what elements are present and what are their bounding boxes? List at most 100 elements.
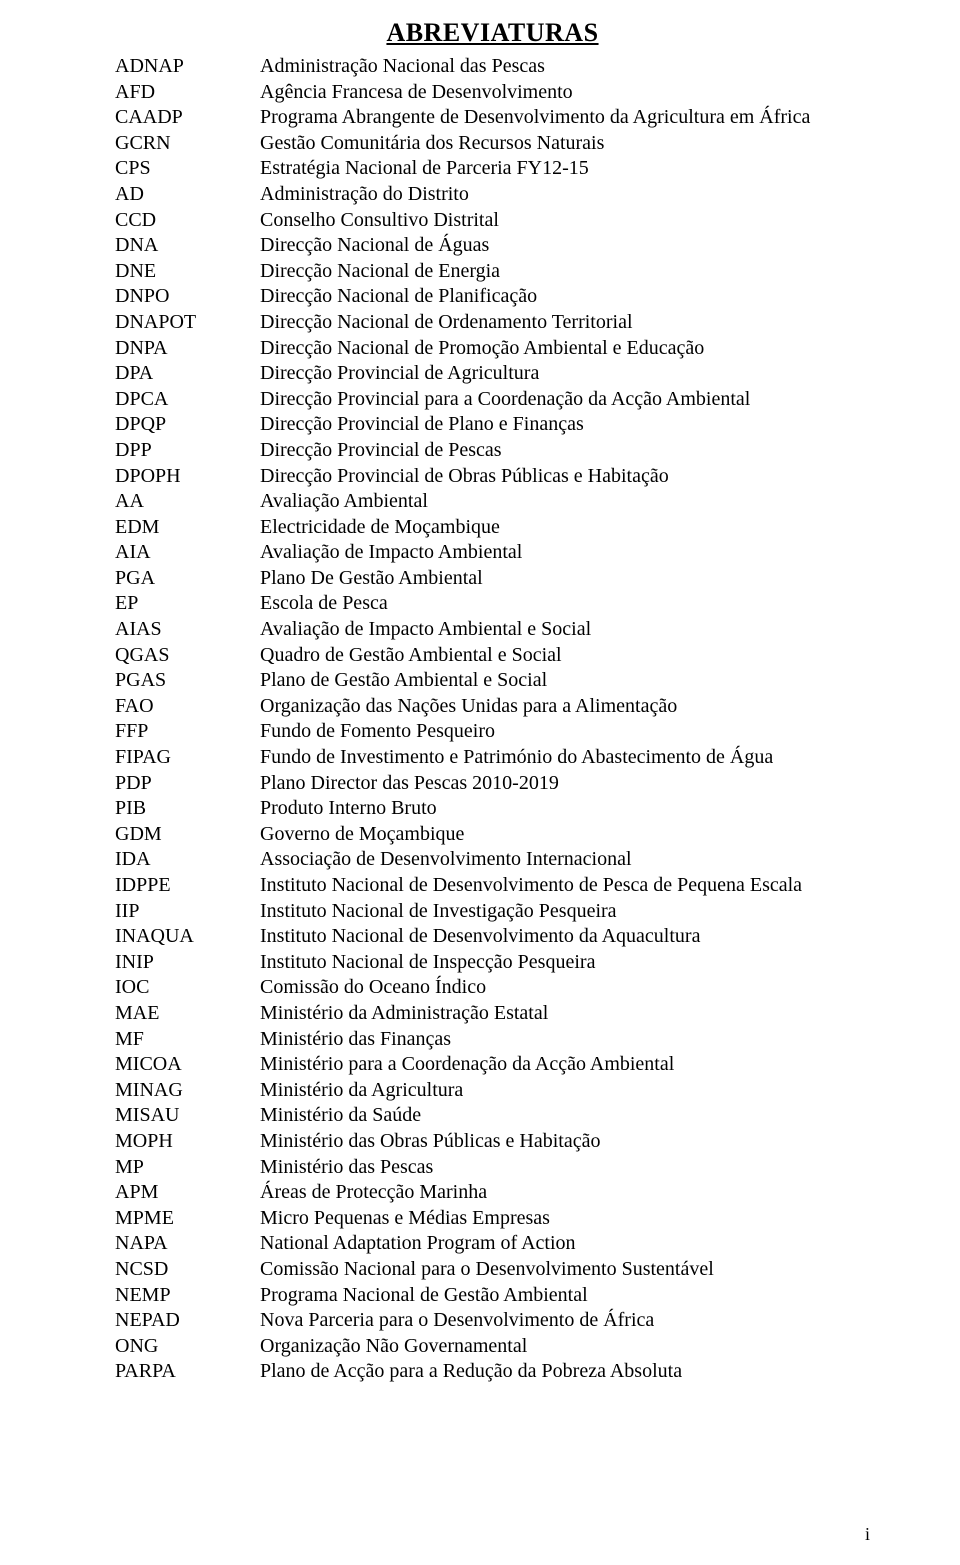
table-row: MOPHMinistério das Obras Públicas e Habi… (115, 1129, 870, 1155)
abbreviation-cell: MPME (115, 1206, 260, 1232)
description-cell: Ministério das Pescas (260, 1155, 870, 1181)
description-cell: Direcção Nacional de Águas (260, 233, 870, 259)
abbreviation-cell: MAE (115, 1001, 260, 1027)
description-cell: Plano De Gestão Ambiental (260, 566, 870, 592)
table-row: DNPODirecção Nacional de Planificação (115, 284, 870, 310)
abbreviation-cell: INIP (115, 950, 260, 976)
abbreviation-cell: PARPA (115, 1359, 260, 1385)
description-cell: Comissão Nacional para o Desenvolvimento… (260, 1257, 870, 1283)
abbreviation-cell: FIPAG (115, 745, 260, 771)
description-cell: Direcção Provincial de Agricultura (260, 361, 870, 387)
abbreviation-cell: NEMP (115, 1283, 260, 1309)
abbreviation-cell: QGAS (115, 643, 260, 669)
abbreviation-cell: PDP (115, 771, 260, 797)
description-cell: Agência Francesa de Desenvolvimento (260, 80, 870, 106)
table-row: DPQPDirecção Provincial de Plano e Finan… (115, 412, 870, 438)
table-row: GCRNGestão Comunitária dos Recursos Natu… (115, 131, 870, 157)
abbreviation-cell: DPA (115, 361, 260, 387)
document-page: ABREVIATURAS ADNAPAdministração Nacional… (0, 0, 960, 1565)
abbreviation-cell: NAPA (115, 1231, 260, 1257)
abbreviation-cell: IIP (115, 899, 260, 925)
table-row: DNAPOTDirecção Nacional de Ordenamento T… (115, 310, 870, 336)
description-cell: Produto Interno Bruto (260, 796, 870, 822)
table-row: CCDConselho Consultivo Distrital (115, 208, 870, 234)
table-row: MPMEMicro Pequenas e Médias Empresas (115, 1206, 870, 1232)
abbreviation-cell: AA (115, 489, 260, 515)
table-row: INAQUAInstituto Nacional de Desenvolvime… (115, 924, 870, 950)
table-row: EPEscola de Pesca (115, 591, 870, 617)
description-cell: Fundo de Investimento e Património do Ab… (260, 745, 870, 771)
description-cell: Avaliação de Impacto Ambiental e Social (260, 617, 870, 643)
table-row: DPOPHDirecção Provincial de Obras Públic… (115, 464, 870, 490)
description-cell: Instituto Nacional de Investigação Pesqu… (260, 899, 870, 925)
table-row: GDMGoverno de Moçambique (115, 822, 870, 848)
abbreviation-cell: AFD (115, 80, 260, 106)
abbreviation-cell: MICOA (115, 1052, 260, 1078)
table-row: NCSDComissão Nacional para o Desenvolvim… (115, 1257, 870, 1283)
description-cell: Instituto Nacional de Desenvolvimento de… (260, 873, 870, 899)
table-row: NEPADNova Parceria para o Desenvolviment… (115, 1308, 870, 1334)
description-cell: Plano Director das Pescas 2010-2019 (260, 771, 870, 797)
abbreviation-table: ADNAPAdministração Nacional das PescasAF… (115, 54, 870, 1385)
table-row: FFPFundo de Fomento Pesqueiro (115, 719, 870, 745)
table-row: EDMElectricidade de Moçambique (115, 515, 870, 541)
table-row: ONGOrganização Não Governamental (115, 1334, 870, 1360)
abbreviation-cell: INAQUA (115, 924, 260, 950)
description-cell: Direcção Provincial de Pescas (260, 438, 870, 464)
abbreviation-cell: PGAS (115, 668, 260, 694)
table-row: IIPInstituto Nacional de Investigação Pe… (115, 899, 870, 925)
abbreviation-cell: EDM (115, 515, 260, 541)
table-row: INIPInstituto Nacional de Inspecção Pesq… (115, 950, 870, 976)
table-row: PARPAPlano de Acção para a Redução da Po… (115, 1359, 870, 1385)
abbreviation-cell: FAO (115, 694, 260, 720)
table-row: PGASPlano de Gestão Ambiental e Social (115, 668, 870, 694)
table-row: IDPPEInstituto Nacional de Desenvolvimen… (115, 873, 870, 899)
description-cell: National Adaptation Program of Action (260, 1231, 870, 1257)
description-cell: Áreas de Protecção Marinha (260, 1180, 870, 1206)
table-row: MFMinistério das Finanças (115, 1027, 870, 1053)
description-cell: Plano de Acção para a Redução da Pobreza… (260, 1359, 870, 1385)
table-row: DPPDirecção Provincial de Pescas (115, 438, 870, 464)
description-cell: Direcção Provincial de Obras Públicas e … (260, 464, 870, 490)
description-cell: Direcção Provincial para a Coordenação d… (260, 387, 870, 413)
table-row: DNPADirecção Nacional de Promoção Ambien… (115, 336, 870, 362)
table-row: IDAAssociação de Desenvolvimento Interna… (115, 847, 870, 873)
description-cell: Avaliação de Impacto Ambiental (260, 540, 870, 566)
description-cell: Direcção Nacional de Ordenamento Territo… (260, 310, 870, 336)
abbreviation-cell: GCRN (115, 131, 260, 157)
description-cell: Comissão do Oceano Índico (260, 975, 870, 1001)
description-cell: Estratégia Nacional de Parceria FY12-15 (260, 156, 870, 182)
abbreviation-cell: DNA (115, 233, 260, 259)
table-row: AIAAvaliação de Impacto Ambiental (115, 540, 870, 566)
description-cell: Administração do Distrito (260, 182, 870, 208)
description-cell: Avaliação Ambiental (260, 489, 870, 515)
abbreviation-cell: MP (115, 1155, 260, 1181)
description-cell: Micro Pequenas e Médias Empresas (260, 1206, 870, 1232)
table-row: MINAGMinistério da Agricultura (115, 1078, 870, 1104)
abbreviation-cell: DPOPH (115, 464, 260, 490)
description-cell: Governo de Moçambique (260, 822, 870, 848)
abbreviation-cell: EP (115, 591, 260, 617)
table-row: DPADirecção Provincial de Agricultura (115, 361, 870, 387)
table-row: AAAvaliação Ambiental (115, 489, 870, 515)
description-cell: Instituto Nacional de Inspecção Pesqueir… (260, 950, 870, 976)
abbreviation-cell: AIA (115, 540, 260, 566)
table-row: PIBProduto Interno Bruto (115, 796, 870, 822)
description-cell: Direcção Nacional de Planificação (260, 284, 870, 310)
table-row: CAADPPrograma Abrangente de Desenvolvime… (115, 105, 870, 131)
table-row: APMÁreas de Protecção Marinha (115, 1180, 870, 1206)
abbreviation-cell: DPQP (115, 412, 260, 438)
description-cell: Direcção Nacional de Energia (260, 259, 870, 285)
table-row: CPSEstratégia Nacional de Parceria FY12-… (115, 156, 870, 182)
abbreviation-cell: DPP (115, 438, 260, 464)
abbreviation-cell: MF (115, 1027, 260, 1053)
abbreviation-cell: CCD (115, 208, 260, 234)
description-cell: Fundo de Fomento Pesqueiro (260, 719, 870, 745)
table-row: NEMPPrograma Nacional de Gestão Ambienta… (115, 1283, 870, 1309)
table-row: DNEDirecção Nacional de Energia (115, 259, 870, 285)
abbreviation-cell: ADNAP (115, 54, 260, 80)
description-cell: Direcção Nacional de Promoção Ambiental … (260, 336, 870, 362)
description-cell: Organização Não Governamental (260, 1334, 870, 1360)
table-row: PGAPlano De Gestão Ambiental (115, 566, 870, 592)
table-row: NAPANational Adaptation Program of Actio… (115, 1231, 870, 1257)
